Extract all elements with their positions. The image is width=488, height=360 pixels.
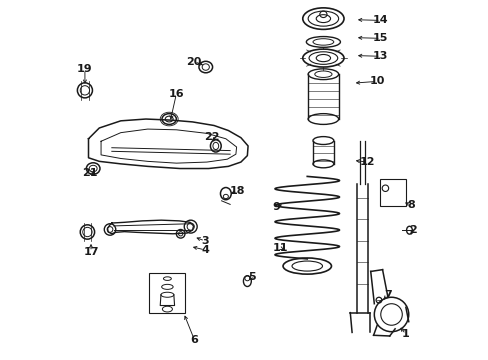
Text: 14: 14 — [372, 15, 388, 26]
Text: 8: 8 — [407, 200, 414, 210]
Text: 18: 18 — [229, 186, 244, 196]
Text: 17: 17 — [83, 247, 99, 257]
Text: 10: 10 — [369, 76, 384, 86]
Text: 5: 5 — [247, 272, 255, 282]
Text: 2: 2 — [408, 225, 416, 235]
Text: 21: 21 — [81, 168, 97, 178]
Text: 22: 22 — [203, 132, 219, 142]
Text: 15: 15 — [372, 33, 387, 43]
Text: 13: 13 — [372, 51, 387, 61]
Text: 3: 3 — [201, 236, 208, 246]
Bar — [149, 273, 185, 313]
Text: 7: 7 — [383, 290, 391, 300]
Text: 12: 12 — [359, 157, 374, 167]
Text: 9: 9 — [272, 202, 280, 212]
Text: 1: 1 — [401, 329, 409, 339]
Text: 16: 16 — [168, 89, 184, 99]
Bar — [379, 179, 405, 206]
Text: 20: 20 — [186, 57, 202, 67]
Text: 6: 6 — [190, 334, 198, 345]
Text: 11: 11 — [272, 243, 287, 253]
Text: 19: 19 — [77, 64, 93, 74]
Text: 4: 4 — [201, 245, 208, 255]
